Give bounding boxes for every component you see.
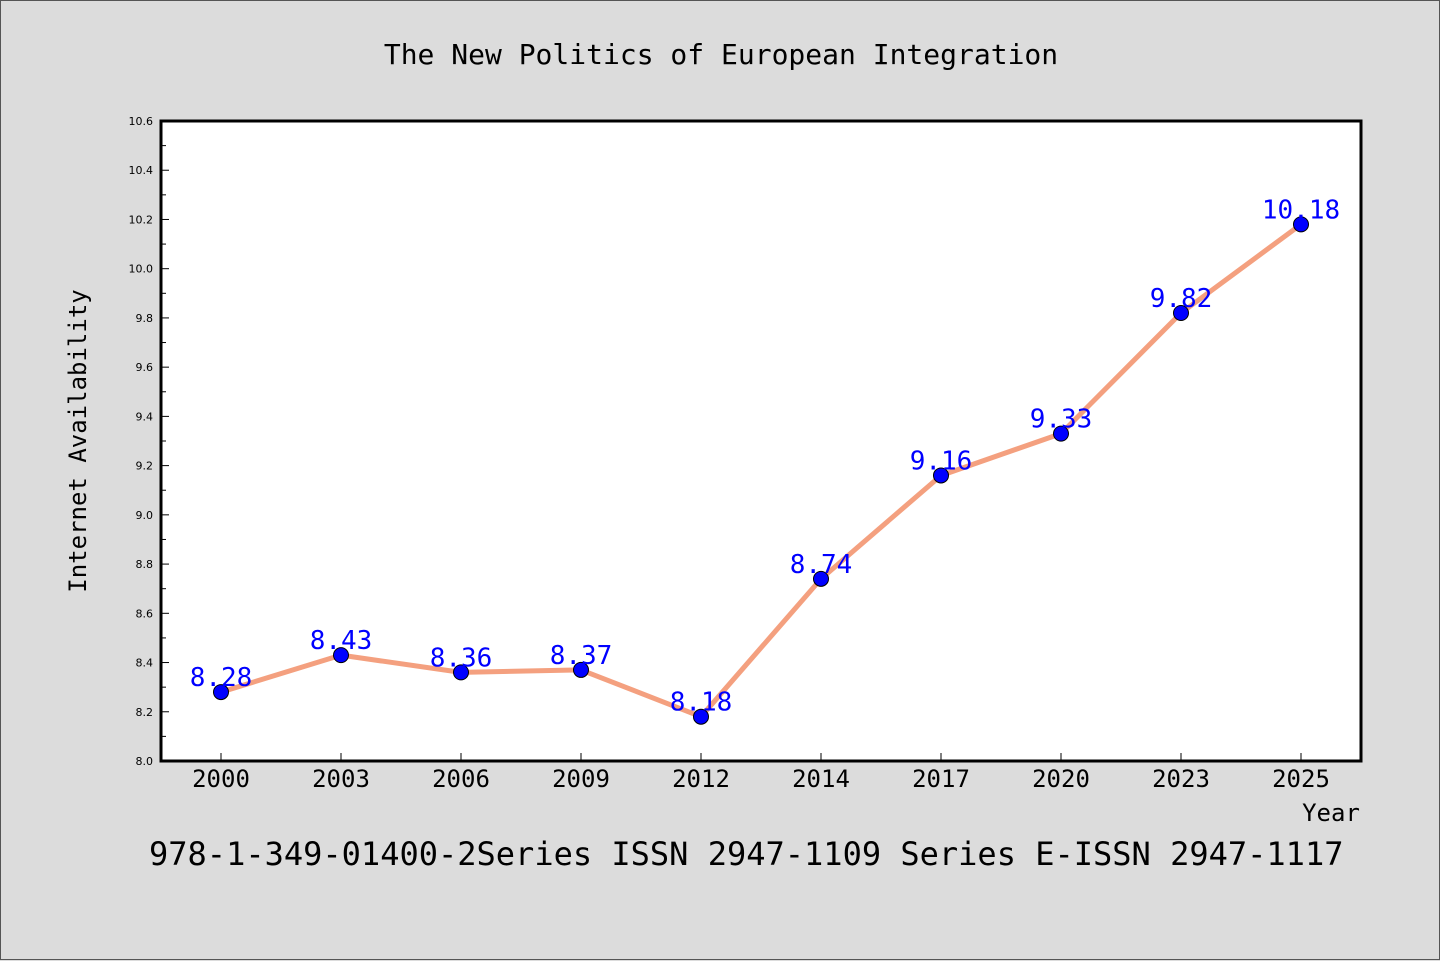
data-point-2006 (453, 664, 469, 681)
data-point-2009 (573, 661, 589, 678)
data-label-2006: 8.36 (430, 643, 493, 673)
y-tick-label: 8.4 (136, 657, 154, 670)
data-point-2003 (333, 647, 349, 664)
footer-text: 978-1-349-01400-2Series ISSN 2947-1109 S… (149, 835, 1343, 873)
data-label-2009: 8.37 (550, 641, 613, 671)
y-axis-label: Internet Availability (64, 289, 92, 592)
y-tick-label: 8.6 (136, 607, 154, 620)
data-label-2023: 9.82 (1150, 284, 1213, 314)
data-label-2020: 9.33 (1030, 405, 1093, 435)
plot-area (159, 119, 1363, 763)
data-point-2014 (813, 570, 829, 587)
y-tick-label: 8.8 (136, 558, 154, 571)
data-label-2012: 8.18 (670, 688, 733, 718)
data-point-2020 (1053, 425, 1069, 442)
y-tick-label: 10.2 (129, 213, 154, 226)
y-tick-label: 8.2 (136, 706, 154, 719)
series-markers (213, 216, 1309, 725)
x-tick-label: 2009 (552, 765, 610, 793)
data-point-2025 (1293, 216, 1309, 233)
x-tick-label: 2000 (192, 765, 250, 793)
y-tick-label: 9.6 (136, 361, 154, 374)
data-label-2000: 8.28 (190, 663, 253, 693)
data-point-2012 (693, 708, 709, 725)
series-line (220, 222, 1303, 720)
y-axis: 8.0 8.2 8.4 8.6 8.8 9.0 9.2 9.4 9.6 9.8 10.0 10.2 10… (129, 115, 169, 768)
x-tick-label: 2017 (912, 765, 970, 793)
y-tick-label: 10.4 (129, 164, 154, 177)
x-axis-label: Year (1302, 799, 1360, 827)
y-tick-label: 10.0 (129, 263, 154, 276)
x-tick-label: 2006 (432, 765, 490, 793)
x-tick-label: 2023 (1152, 765, 1210, 793)
x-tick-label: 2014 (792, 765, 850, 793)
data-point-2017 (933, 467, 949, 484)
x-axis: 2000 2003 2006 2009 2012 2014 2017 2020 2023 2025 (192, 753, 1330, 793)
x-tick-label: 2020 (1032, 765, 1090, 793)
x-tick-label: 2003 (312, 765, 370, 793)
data-labels: 8.28 8.43 8.36 8.37 8.18 8.74 9.16 9.33 9.82 10.1… (190, 195, 1340, 717)
data-label-2014: 8.74 (790, 550, 853, 580)
y-tick-label: 9.8 (136, 312, 154, 325)
data-label-2003: 8.43 (310, 626, 373, 656)
y-tick-label: 8.0 (136, 755, 154, 768)
data-label-2017: 9.16 (910, 446, 973, 476)
x-tick-label: 2012 (672, 765, 730, 793)
y-tick-label: 9.2 (136, 460, 154, 473)
y-tick-label: 9.4 (136, 410, 154, 423)
data-point-2023 (1173, 305, 1189, 321)
y-tick-label: 10.6 (129, 115, 154, 128)
y-tick-label: 9.0 (136, 509, 154, 522)
data-label-2025: 10.18 (1262, 195, 1340, 225)
x-tick-label: 2025 (1272, 765, 1330, 793)
data-point-2000 (213, 684, 229, 701)
chart-title: The New Politics of European Integration (384, 38, 1058, 71)
